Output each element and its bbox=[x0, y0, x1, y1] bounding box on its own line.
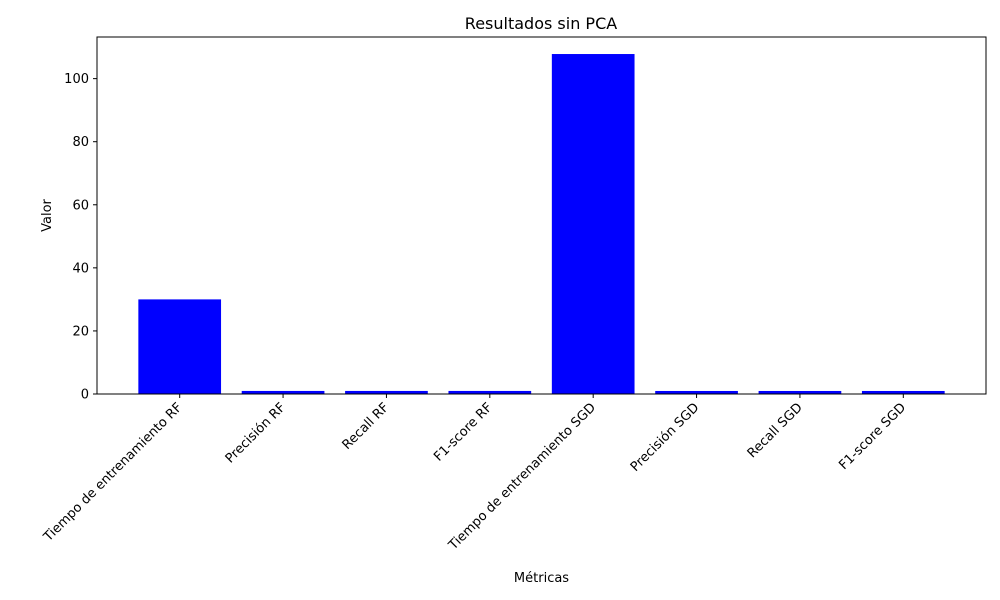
bar-6 bbox=[655, 390, 738, 394]
bars-group bbox=[138, 54, 945, 395]
y-tick-label: 40 bbox=[72, 261, 89, 276]
y-tick-label: 60 bbox=[72, 198, 89, 213]
y-tick-label: 0 bbox=[81, 388, 89, 403]
y-axis: 0 20 40 60 80 100 bbox=[64, 72, 97, 403]
y-tick-label: 20 bbox=[72, 324, 89, 339]
plot-frame bbox=[96, 36, 987, 395]
x-tick-label: Precisión RF bbox=[223, 400, 289, 466]
bar-7 bbox=[758, 390, 842, 394]
bar-3 bbox=[345, 390, 428, 394]
x-axis: Tiempo de entrenamiento RF Precisión RF Re… bbox=[40, 394, 909, 554]
x-tick-label: Recall SGD bbox=[745, 400, 806, 461]
x-tick-label: F1-score SGD bbox=[836, 400, 909, 473]
x-tick-label: Tiempo de entrenamiento RF bbox=[40, 400, 185, 545]
bar-5 bbox=[551, 54, 635, 395]
y-tick-label: 100 bbox=[64, 72, 89, 87]
bar-2 bbox=[241, 390, 325, 394]
y-axis-label: Valor bbox=[40, 198, 55, 231]
chart-title: Resultados sin PCA bbox=[465, 14, 617, 33]
x-tick-label: F1-score RF bbox=[431, 400, 495, 464]
x-tick-label: Recall RF bbox=[340, 400, 393, 453]
bar-8 bbox=[861, 390, 945, 394]
x-axis-label: Métricas bbox=[514, 571, 569, 586]
bar-1 bbox=[138, 299, 222, 394]
x-tick-label: Precisión SGD bbox=[628, 400, 703, 475]
bar-4 bbox=[448, 390, 532, 394]
y-tick-label: 80 bbox=[72, 135, 89, 150]
